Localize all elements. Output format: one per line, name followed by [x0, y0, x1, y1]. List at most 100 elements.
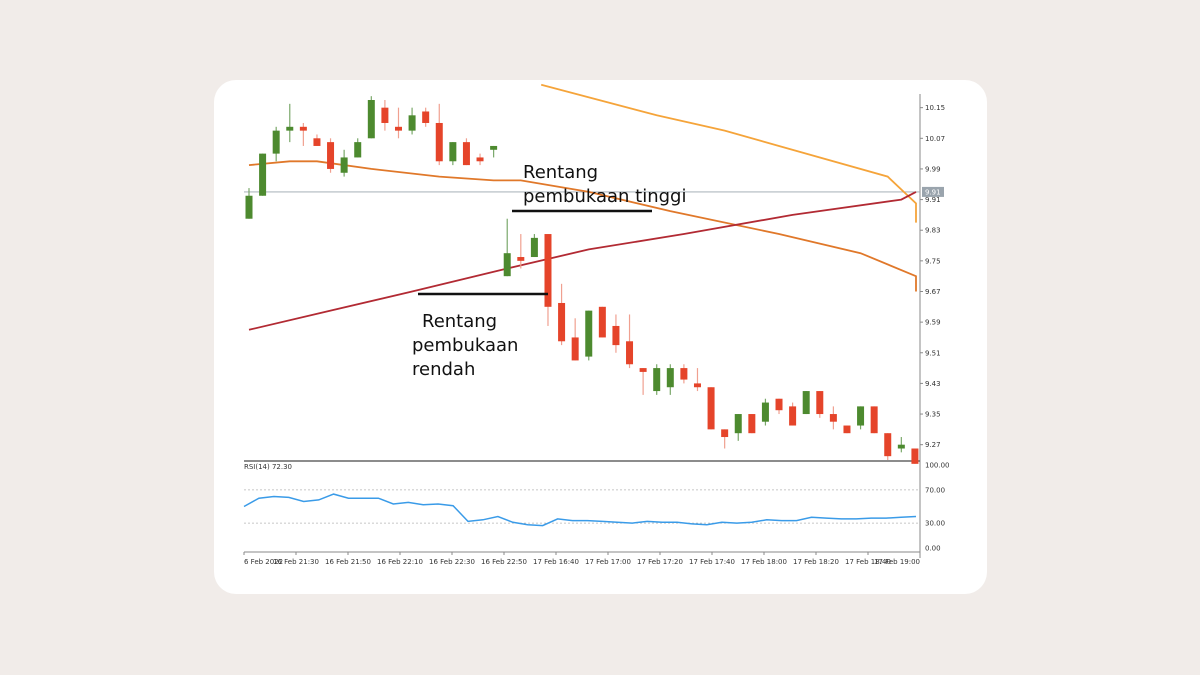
- candle-body: [435, 122, 443, 162]
- current-price-badge: [922, 186, 944, 197]
- candle-body: [857, 406, 865, 426]
- candle: [272, 126, 280, 162]
- price-tick-label: 9.35: [925, 411, 941, 419]
- candle-body: [476, 157, 484, 162]
- candle: [503, 218, 511, 277]
- candle: [707, 387, 715, 430]
- candle: [598, 306, 606, 338]
- candle: [558, 283, 566, 346]
- candle-body: [707, 387, 715, 430]
- time-tick-label: 16 Feb 22:30: [429, 558, 475, 566]
- candle-body: [503, 253, 511, 277]
- candle: [789, 402, 797, 426]
- candle: [462, 138, 470, 166]
- price-tick-label: 9.27: [925, 441, 941, 449]
- candle-body: [666, 368, 674, 388]
- candle: [517, 234, 525, 269]
- candle: [911, 448, 919, 464]
- candle: [653, 364, 661, 395]
- annotation-high-line1: Rentang: [523, 162, 598, 183]
- candle: [408, 107, 416, 135]
- time-tick-label: 16 Feb 21:30: [273, 558, 319, 566]
- candle: [313, 134, 321, 146]
- candle-body: [272, 130, 280, 154]
- candle: [748, 414, 756, 434]
- candle-body: [517, 257, 525, 261]
- annotation-high-line2: pembukaan tinggi: [523, 186, 687, 207]
- price-tick-label: 9.83: [925, 227, 941, 235]
- candle: [693, 368, 701, 392]
- time-tick-label: 17 Feb 18:20: [793, 558, 839, 566]
- candle: [476, 153, 484, 166]
- price-chart: 10.15 10.07 9.99 9.91 9.83 9.75 9.67 9.59 9.51 9.…: [243, 83, 950, 566]
- candle-body: [449, 142, 457, 162]
- moving-average-line-2: [248, 160, 917, 292]
- candle: [721, 429, 729, 449]
- rsi-line: [243, 493, 917, 527]
- candle: [259, 153, 267, 196]
- candle: [884, 433, 892, 460]
- candle-body: [259, 153, 267, 196]
- time-tick-label: 17 Feb 16:40: [533, 558, 579, 566]
- time-tick-label: 16 Feb 22:10: [377, 558, 423, 566]
- candle: [299, 122, 307, 146]
- candle: [530, 234, 538, 258]
- candle: [245, 188, 253, 219]
- candle: [585, 310, 593, 361]
- rsi-label: RSI(14) 72.30: [244, 463, 292, 471]
- time-tick-label: 17 Feb 18:40: [845, 558, 891, 566]
- candle-body: [327, 142, 335, 169]
- candle-body: [816, 391, 824, 415]
- price-axis: 10.15 10.07 9.99 9.91 9.83 9.75 9.67 9.59 9.51 9.…: [920, 104, 945, 449]
- candle: [680, 364, 688, 384]
- candle: [340, 149, 348, 177]
- candle: [761, 398, 769, 426]
- candle-body: [775, 398, 783, 411]
- candle-body: [462, 142, 470, 166]
- price-tick-label: 9.75: [925, 257, 941, 265]
- candle-body: [354, 142, 362, 158]
- candlesticks: [245, 96, 919, 464]
- candle-body: [870, 406, 878, 434]
- candle-body: [693, 383, 701, 388]
- candle-body: [530, 237, 538, 258]
- time-tick-label: 6 Feb 2022: [244, 558, 283, 566]
- candle: [286, 103, 294, 143]
- candle: [775, 398, 783, 415]
- candle-body: [653, 368, 661, 392]
- candle: [544, 234, 552, 326]
- candle-body: [626, 341, 634, 365]
- candle-body: [585, 310, 593, 357]
- time-tick-label: 16 Feb 22:50: [481, 558, 527, 566]
- candle-body: [422, 111, 430, 123]
- candle-body: [911, 448, 919, 464]
- candle-body: [721, 429, 729, 438]
- annotation-high-range: Rentang pembukaan tinggi: [523, 162, 687, 207]
- candle: [435, 103, 443, 166]
- candle: [571, 318, 579, 361]
- price-tick-label: 9.59: [925, 319, 941, 327]
- price-tick-label: 10.15: [925, 104, 945, 112]
- candle: [870, 406, 878, 434]
- candle: [422, 107, 430, 127]
- candle-body: [829, 414, 837, 422]
- candle-body: [394, 126, 402, 131]
- candle-body: [313, 138, 321, 146]
- candle: [367, 96, 375, 139]
- candle-body: [897, 444, 905, 449]
- price-tick-label: 9.91: [925, 196, 941, 204]
- candle-body: [558, 302, 566, 342]
- rsi-panel: 100.00 70.00 30.00 0.00 RSI(14) 72.30: [243, 462, 950, 553]
- candle-body: [748, 414, 756, 434]
- candle-body: [286, 126, 294, 131]
- candle: [666, 364, 674, 395]
- candle: [843, 425, 851, 434]
- rsi-tick-label: 100.00: [925, 462, 950, 470]
- candle-body: [734, 414, 742, 434]
- candle-body: [761, 402, 769, 422]
- candle: [449, 142, 457, 166]
- annotation-low-line2: pembukaan: [412, 335, 518, 356]
- candle-body: [571, 337, 579, 361]
- time-tick-label: 17 Feb 19:00: [874, 558, 920, 566]
- candle-body: [381, 107, 389, 123]
